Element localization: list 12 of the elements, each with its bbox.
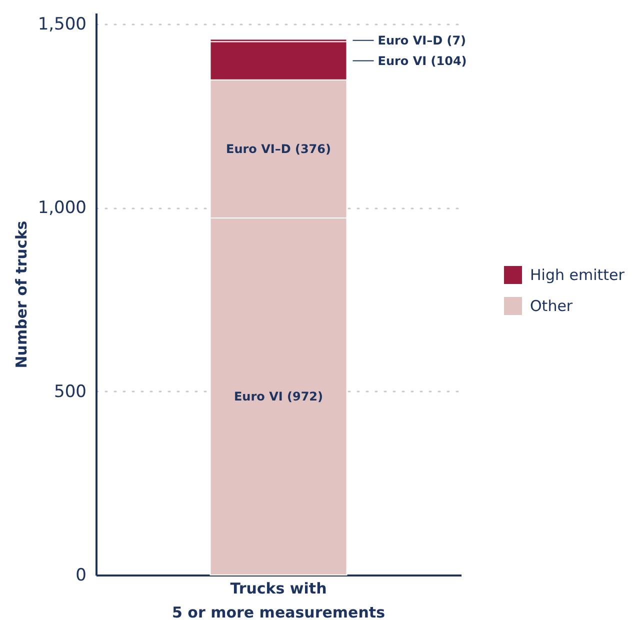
y-tick-label: 0 xyxy=(76,566,86,586)
data-label: Euro VI (104) xyxy=(378,54,467,68)
x-tick-label: Trucks with 5 or more measurements xyxy=(172,580,386,620)
y-tick-label: 1,500 xyxy=(38,14,86,35)
y-axis-title: Number of trucks xyxy=(12,220,30,368)
y-tick-label: 1,000 xyxy=(38,198,86,218)
legend-label: High emitter xyxy=(530,266,626,284)
legend-label: Other xyxy=(530,297,574,315)
data-label: Euro VI–D (376) xyxy=(226,142,331,156)
y-tick-label: 500 xyxy=(54,382,86,402)
data-label: Euro VI–D (7) xyxy=(378,33,466,48)
data-label: Euro VI (972) xyxy=(234,389,324,404)
